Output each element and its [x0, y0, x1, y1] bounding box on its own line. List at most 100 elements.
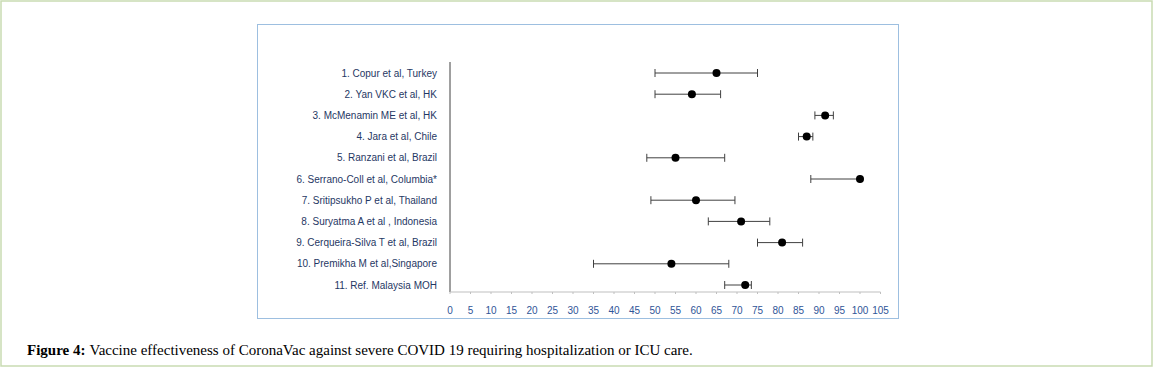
x-tick: [798, 292, 799, 294]
figure: 0510152025303540455055606570758085909510…: [0, 0, 1153, 367]
marks: [594, 69, 865, 289]
error-bar: [594, 260, 729, 268]
x-tick: [757, 292, 758, 294]
x-tick: [573, 292, 574, 294]
point: [821, 111, 829, 119]
x-tick: [675, 292, 676, 294]
ci-cap: [769, 217, 770, 225]
point: [688, 90, 696, 98]
ci-cap: [812, 133, 813, 141]
ci-cap: [708, 217, 709, 225]
ci-cap: [814, 111, 815, 119]
category-label: 8. Suryatma A et al , Indonesia: [301, 216, 437, 227]
category-label: 7. Sritipsukho P et al, Thailand: [302, 195, 437, 206]
ci-line: [655, 73, 758, 74]
error-bar: [708, 217, 770, 225]
point: [803, 133, 811, 141]
y-axis: [450, 62, 451, 292]
error-bar: [815, 111, 833, 119]
x-tick-label: 20: [526, 305, 538, 316]
x-tick-label: 35: [588, 305, 600, 316]
x-tick: [532, 292, 533, 294]
ci-cap: [720, 90, 721, 98]
caption-text: Vaccine effectiveness of CoronaVac again…: [89, 342, 692, 358]
ci-cap: [728, 260, 729, 268]
point: [713, 69, 721, 77]
category-label: 1. Copur et al, Turkey: [341, 68, 437, 79]
x-tick: [470, 292, 471, 294]
category-label: 10. Premikha M et al,Singapore: [297, 258, 438, 269]
ci-line: [594, 263, 729, 264]
x-tick: [450, 292, 451, 294]
category-label: 11. Ref. Malaysia MOH: [334, 280, 437, 291]
x-tick-label: 90: [813, 305, 825, 316]
category-label: 2. Yan VKC et al, HK: [345, 89, 438, 100]
ci-line: [811, 179, 860, 180]
x-tick: [716, 292, 717, 294]
category-label: 4. Jara et al, Chile: [356, 131, 437, 142]
ci-cap: [724, 154, 725, 162]
x-tick-label: 0: [447, 305, 453, 316]
x-tick-label: 80: [772, 305, 784, 316]
ci-line: [647, 157, 725, 158]
x-tick: [839, 292, 840, 294]
error-bar: [811, 175, 860, 183]
ci-cap: [734, 196, 735, 204]
ci-cap: [833, 111, 834, 119]
category-label: 6. Serrano-Coll et al, Columbia*: [296, 174, 437, 185]
error-bar: [725, 281, 752, 289]
ci-cap: [593, 260, 594, 268]
x-tick: [655, 292, 656, 294]
x-tick-label: 45: [629, 305, 641, 316]
x-tick-label: 30: [567, 305, 579, 316]
error-bar: [655, 69, 758, 77]
x-tick: [778, 292, 779, 294]
x-tick-label: 95: [834, 305, 846, 316]
category-label: 3. McMenamin ME et al, HK: [313, 110, 438, 121]
x-tick: [614, 292, 615, 294]
chart-frame: [258, 25, 899, 319]
x-tick-label: 85: [793, 305, 805, 316]
error-bar: [647, 154, 725, 162]
ci-cap: [650, 196, 651, 204]
x-tick-label: 75: [752, 305, 764, 316]
ci-cap: [798, 133, 799, 141]
x-axis: [450, 292, 881, 293]
x-tick-label: 60: [690, 305, 702, 316]
x-tick-label: 10: [485, 305, 497, 316]
point: [667, 260, 675, 268]
x-tick: [511, 292, 512, 294]
x-tick: [696, 292, 697, 294]
x-tick: [737, 292, 738, 294]
point: [856, 175, 864, 183]
figure-frame: [1, 1, 1152, 366]
x-tick: [552, 292, 553, 294]
ci-cap: [655, 90, 656, 98]
point: [778, 239, 786, 247]
category-label: 5. Ranzani et al, Brazil: [337, 152, 437, 163]
ci-cap: [655, 69, 656, 77]
caption-label: Figure 4:: [27, 342, 85, 358]
error-bar: [655, 90, 721, 98]
caption: Figure 4:Vaccine effectiveness of Corona…: [27, 342, 693, 358]
ci-line: [655, 94, 721, 95]
x-tick-label: 100: [852, 305, 869, 316]
x-tick-label: 5: [468, 305, 474, 316]
x-tick: [860, 292, 861, 294]
x-tick-label: 105: [872, 305, 889, 316]
error-bar: [799, 133, 813, 141]
x-tick: [593, 292, 594, 294]
ci-cap: [757, 239, 758, 247]
point: [737, 217, 745, 225]
point: [672, 154, 680, 162]
x-tick-label: 40: [608, 305, 620, 316]
ci-cap: [810, 175, 811, 183]
error-bar: [758, 239, 803, 247]
category-label: 9. Cerqueira-Silva T et al, Brazil: [296, 237, 437, 248]
error-bar: [651, 196, 735, 204]
ci-cap: [724, 281, 725, 289]
ci-cap: [751, 281, 752, 289]
x-tick-label: 55: [670, 305, 682, 316]
x-tick: [491, 292, 492, 294]
x-tick: [634, 292, 635, 294]
